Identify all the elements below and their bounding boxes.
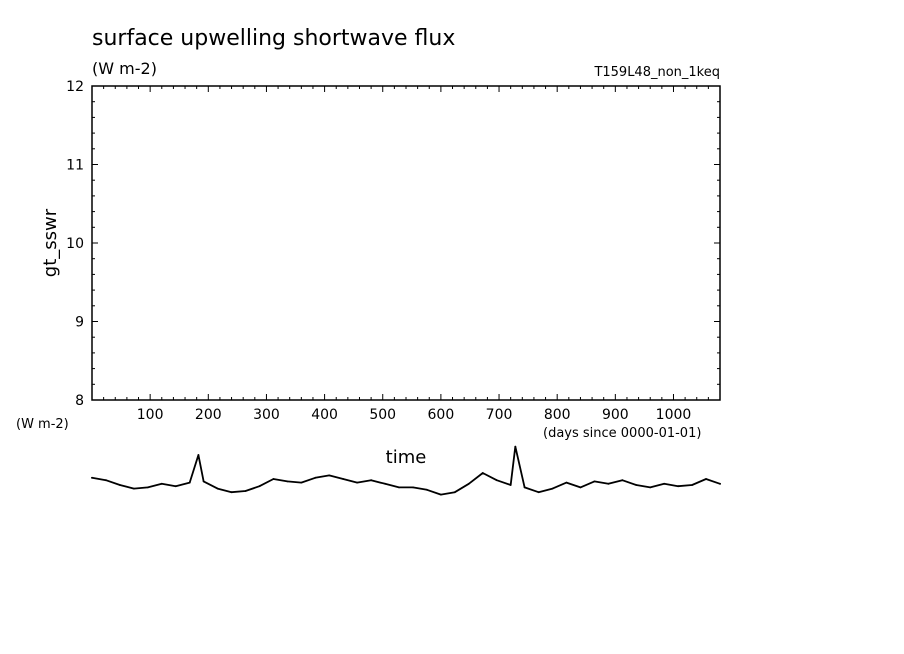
x-axis-units: (days since 0000-01-01) <box>543 426 701 441</box>
series-point <box>356 481 359 484</box>
y-tick-label: 8 <box>75 393 84 409</box>
series-point <box>412 486 414 489</box>
series-point <box>495 479 498 482</box>
series-point <box>663 482 666 485</box>
x-axis-label: time <box>386 447 427 468</box>
x-tick-label: 400 <box>311 407 338 423</box>
series-point <box>565 481 568 484</box>
series-point <box>230 491 233 494</box>
series-point <box>119 484 121 486</box>
y-tick-label: 11 <box>66 158 84 174</box>
series-point <box>328 474 331 477</box>
series-point <box>174 485 177 488</box>
series-point <box>286 480 289 483</box>
series-point <box>342 478 345 480</box>
series-point <box>258 485 261 488</box>
series-point <box>197 454 200 456</box>
x-tick-label: 800 <box>544 407 571 423</box>
x-tick-label: 100 <box>137 407 164 423</box>
series-point <box>160 482 163 485</box>
series-point <box>514 445 517 448</box>
plot-frame <box>91 85 721 401</box>
series-point <box>467 482 470 485</box>
series-point <box>593 480 596 483</box>
series-point <box>509 484 512 486</box>
series-point <box>677 485 680 488</box>
series-point <box>384 482 386 485</box>
series-point <box>398 486 400 489</box>
series-point <box>649 486 652 489</box>
y-axis: 8 9 10 11 12 <box>66 79 720 409</box>
series-point <box>621 479 624 482</box>
series-point <box>481 472 484 474</box>
x-tick-label: 1000 <box>656 407 692 423</box>
y-tick-label: 10 <box>66 236 84 252</box>
experiment-label: T159L48_non_1keq <box>593 65 720 80</box>
series-point <box>537 491 540 494</box>
x-tick-label: 500 <box>369 407 396 423</box>
series-point <box>132 487 135 490</box>
series-point <box>635 484 638 486</box>
x-tick-label: 300 <box>253 407 280 423</box>
y-axis-label: gt_sswr <box>40 208 61 277</box>
series-point <box>91 476 93 479</box>
lower-units-label: (W m-2) <box>16 417 69 432</box>
series-point <box>300 481 303 484</box>
series-point <box>272 478 275 480</box>
x-tick-label: 200 <box>195 407 222 423</box>
series-point <box>719 482 721 485</box>
series-point <box>691 484 693 486</box>
x-axis: 100 200 300 400 500 600 700 800 900 1000 <box>103 86 709 423</box>
y-tick-label: 9 <box>75 315 84 331</box>
series-point <box>579 486 582 489</box>
series-point <box>188 481 191 484</box>
series-point <box>453 491 456 494</box>
series-point <box>551 487 554 490</box>
series-point <box>105 479 107 482</box>
series-point <box>426 488 428 491</box>
series-point <box>244 490 247 492</box>
series-line <box>91 445 721 496</box>
series-point <box>607 482 610 485</box>
chart-title: surface upwelling shortwave flux <box>92 26 455 51</box>
series-point <box>216 487 219 490</box>
x-tick-label: 600 <box>428 407 455 423</box>
x-tick-label: 900 <box>602 407 629 423</box>
series-layer <box>91 445 721 496</box>
series-point <box>146 486 149 489</box>
series-point <box>202 480 205 483</box>
series-point <box>370 479 373 482</box>
x-tick-label: 700 <box>486 407 513 423</box>
series-point <box>705 478 707 480</box>
y-tick-label: 12 <box>66 79 84 95</box>
series-point <box>523 486 526 489</box>
series-point <box>314 476 317 479</box>
series-point <box>439 493 442 496</box>
units-label: (W m-2) <box>92 59 157 78</box>
